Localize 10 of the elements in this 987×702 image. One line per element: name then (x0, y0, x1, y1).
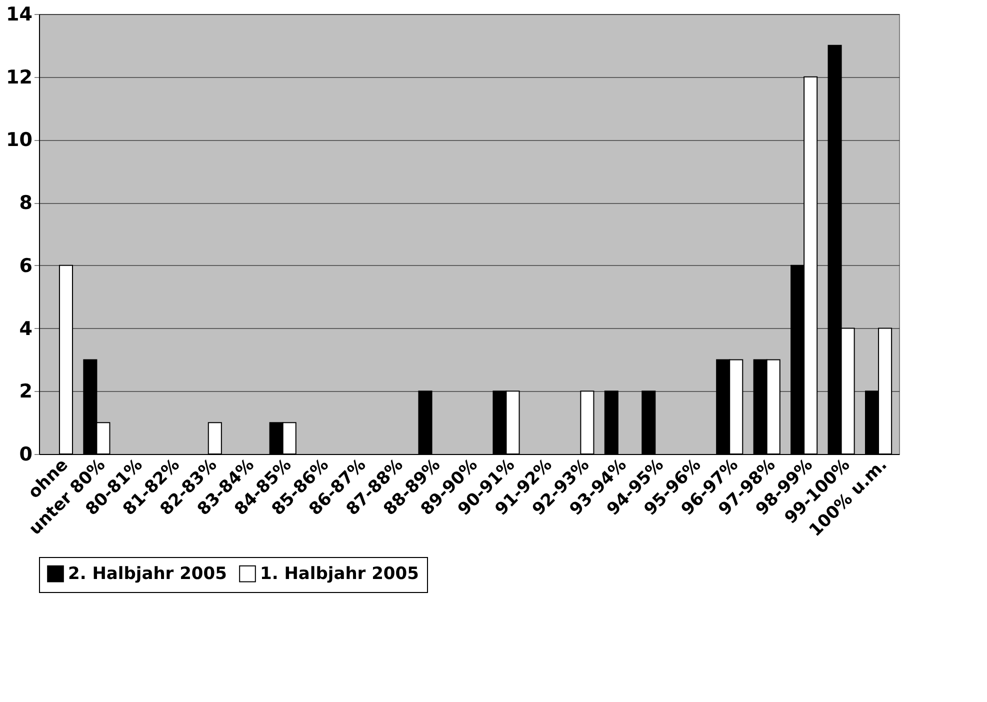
legend-label: 1. Halbjahr 2005 (260, 564, 419, 584)
y-tick-label: 12 (6, 66, 32, 88)
y-tick-label: 0 (19, 444, 32, 466)
y-tick-label: 10 (6, 129, 32, 152)
y-tick-label: 6 (19, 254, 32, 277)
y-tick-label: 4 (19, 318, 32, 340)
legend-label: 2. Halbjahr 2005 (68, 564, 227, 584)
y-tick-label: 8 (19, 192, 32, 214)
y-tick-label: 14 (6, 4, 32, 26)
y-tick-label: 2 (19, 380, 32, 403)
